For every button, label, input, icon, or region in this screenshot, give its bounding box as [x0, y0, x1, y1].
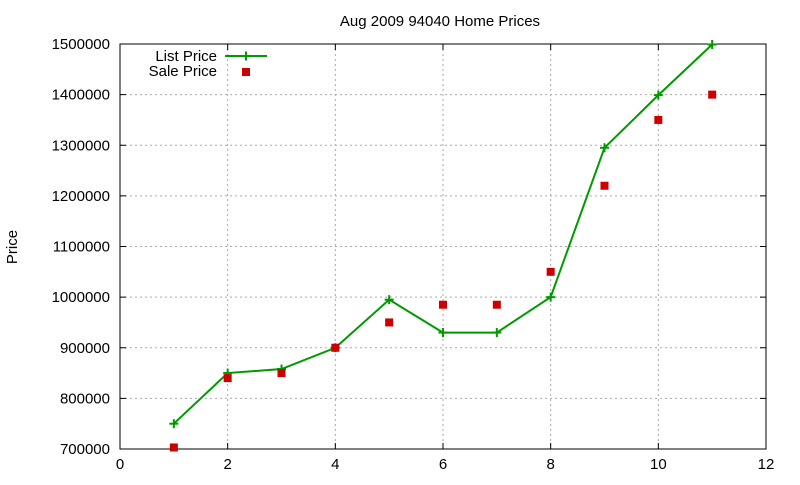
- y-tick-label: 1000000: [52, 289, 110, 306]
- y-tick-label: 700000: [60, 441, 110, 458]
- chart-title: Aug 2009 94040 Home Prices: [340, 13, 540, 30]
- y-tick-label: 1100000: [53, 239, 110, 256]
- data-series: [169, 40, 717, 452]
- y-tick-label: 800000: [60, 390, 110, 407]
- sale-price-point: [385, 318, 394, 327]
- legend-label-sale-price: Sale Price: [149, 63, 217, 80]
- list-price-point: [384, 295, 394, 305]
- sale-price-point: [331, 343, 340, 352]
- x-tick-label: 8: [546, 456, 554, 473]
- list-price-point: [600, 143, 609, 153]
- x-tick-label: 4: [331, 456, 339, 473]
- sale-price-point: [600, 181, 609, 190]
- list-price-point: [707, 40, 717, 50]
- sale-price-point: [654, 115, 663, 124]
- sale-price-point: [439, 300, 447, 309]
- sale-price-point: [546, 267, 555, 276]
- list-price-point: [169, 419, 179, 429]
- y-axis-label: Price: [4, 230, 21, 264]
- sale-price-point: [277, 369, 286, 378]
- sale-price-point: [223, 374, 232, 383]
- x-tick-label: 12: [758, 456, 775, 473]
- y-tick-label: 1200000: [52, 188, 110, 205]
- list-price-point: [438, 328, 448, 338]
- legend-marker-sale-price: [242, 68, 250, 76]
- legend-marker-list-price: [241, 51, 251, 61]
- x-tick-label: 10: [650, 456, 667, 473]
- sale-price-point: [169, 443, 178, 452]
- y-tick-label: 1300000: [52, 137, 110, 154]
- list-price-point: [492, 328, 502, 338]
- list-price-point: [546, 292, 556, 302]
- x-tick-label: 2: [223, 456, 231, 473]
- axis-ticks: 0 2 4 6 8 10 12 700000 800000 900000 1000000 110000…: [52, 36, 775, 473]
- x-tick-label: 0: [116, 456, 124, 473]
- list-price-point: [653, 90, 663, 100]
- legend-label-list-price: List Price: [155, 48, 217, 65]
- y-tick-label: 900000: [60, 340, 110, 357]
- sale-price-point: [708, 90, 717, 99]
- y-tick-label: 1500000: [52, 36, 110, 53]
- grid-lines: [120, 44, 766, 449]
- sale-price-point: [492, 300, 501, 309]
- y-tick-label: 1400000: [52, 87, 110, 104]
- x-tick-label: 6: [439, 456, 447, 473]
